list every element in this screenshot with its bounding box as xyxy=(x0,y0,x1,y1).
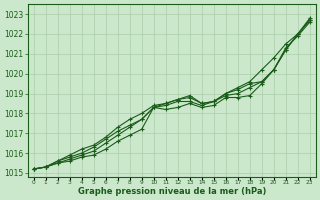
X-axis label: Graphe pression niveau de la mer (hPa): Graphe pression niveau de la mer (hPa) xyxy=(77,187,266,196)
